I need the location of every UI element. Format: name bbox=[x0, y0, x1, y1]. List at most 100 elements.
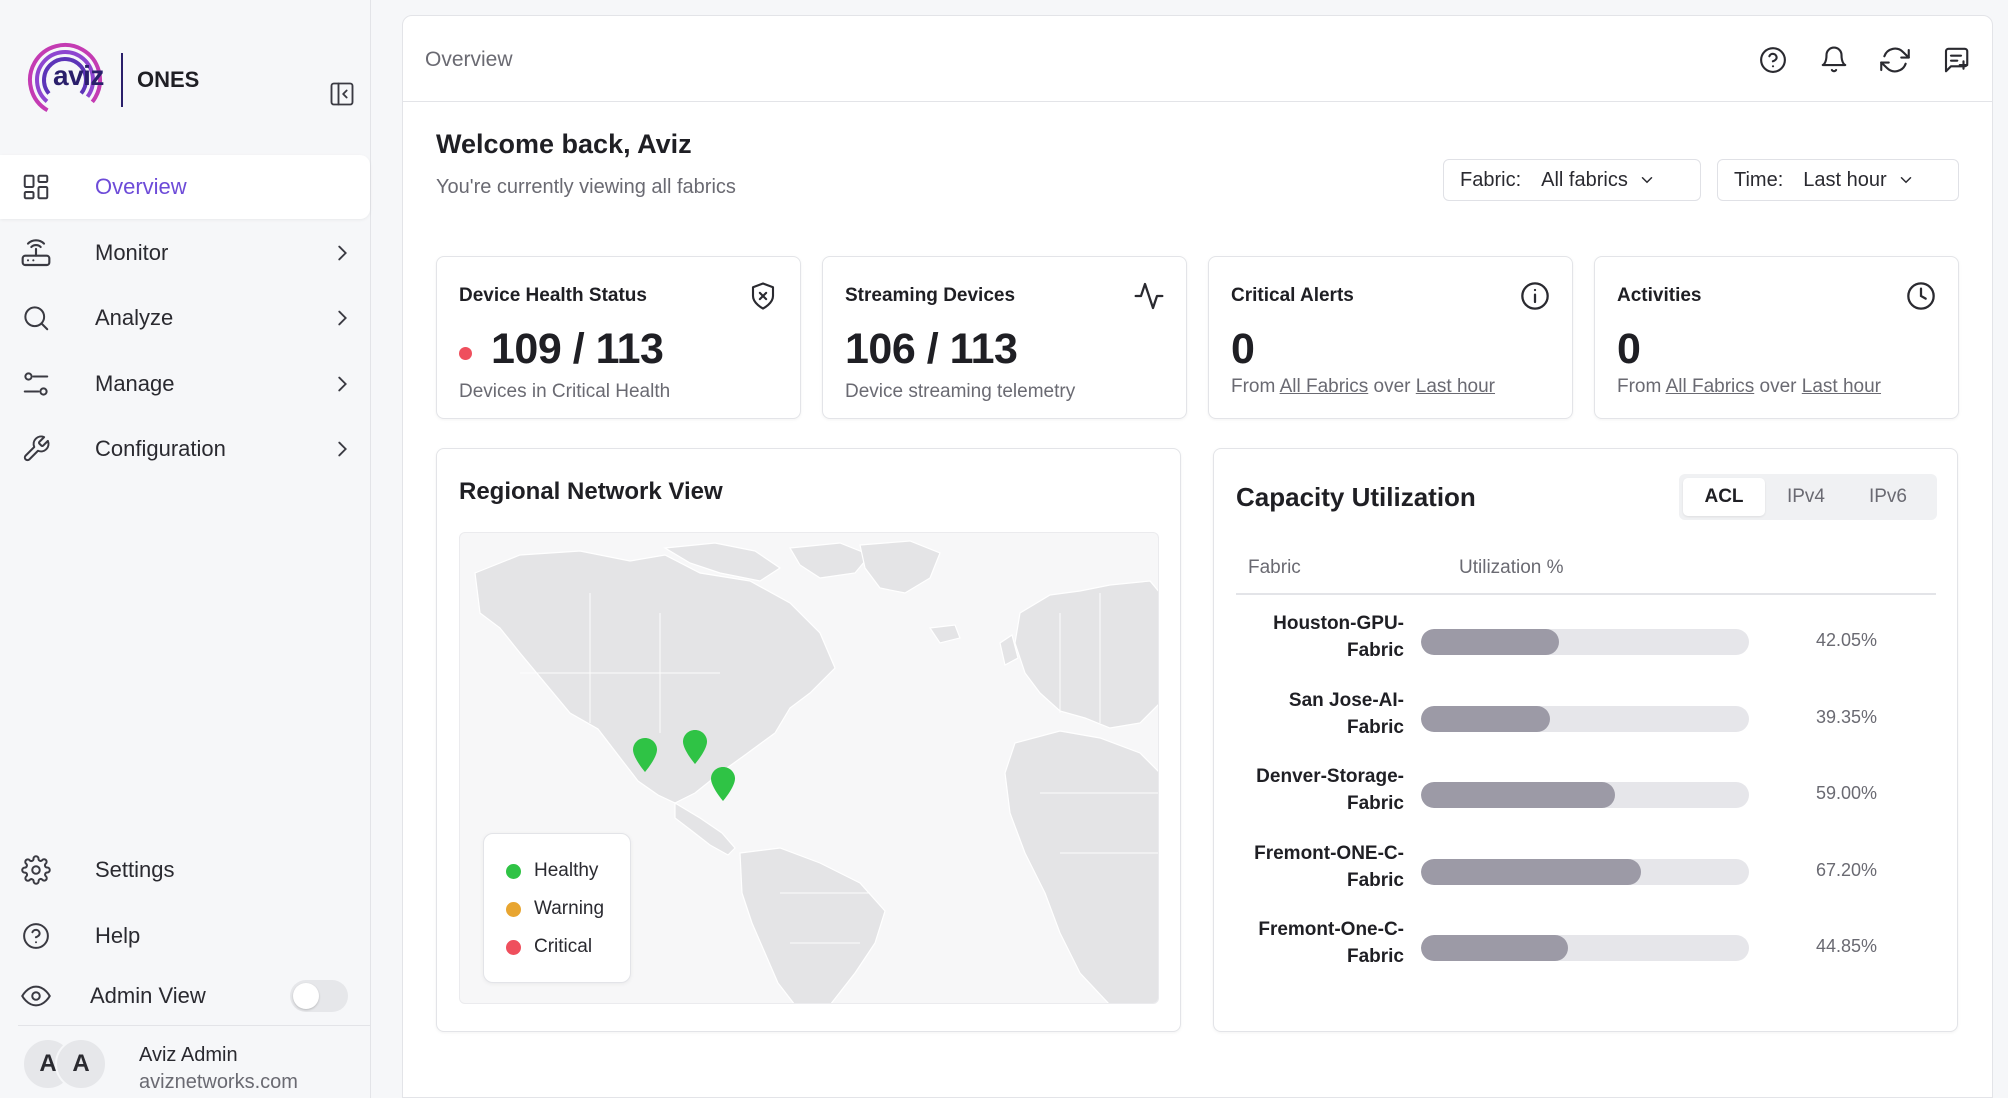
all-fabrics-link[interactable]: All Fabrics bbox=[1665, 376, 1755, 397]
utilization-bar-fill bbox=[1421, 858, 1642, 885]
sidebar-item-settings[interactable]: Settings bbox=[0, 838, 370, 902]
tab-ipv6[interactable]: IPv6 bbox=[1868, 486, 1908, 507]
table-row[interactable]: Fremont-ONE-C- Fabric 67.20% bbox=[1236, 834, 1936, 910]
legend-dot bbox=[506, 863, 521, 879]
message-plus-icon[interactable] bbox=[1938, 42, 1974, 78]
search-icon bbox=[19, 301, 53, 335]
footer-mid: over bbox=[1373, 376, 1411, 397]
avatar: A bbox=[55, 1038, 107, 1090]
user-profile[interactable]: A A Aviz Admin aviznetworks.com bbox=[0, 1032, 370, 1096]
column-header-fabric: Fabric bbox=[1248, 557, 1301, 578]
fabric-select[interactable]: Fabric: All fabrics bbox=[1443, 159, 1701, 201]
tab-acl[interactable]: ACL bbox=[1683, 478, 1765, 516]
time-select[interactable]: Time: Last hour bbox=[1717, 159, 1959, 201]
fabric-name-line: Fabric bbox=[1346, 716, 1404, 738]
chevron-down-icon bbox=[1900, 177, 1911, 184]
user-name: Aviz Admin bbox=[139, 1044, 238, 1066]
utilization-percent: 59.00% bbox=[1816, 783, 1878, 803]
legend-item-critical: Critical bbox=[506, 928, 630, 966]
utilization-bar-fill bbox=[1421, 935, 1569, 961]
stat-value: 0 bbox=[1617, 325, 1641, 373]
stat-value: 109 / 113 bbox=[491, 325, 664, 373]
chevron-right-icon bbox=[330, 437, 354, 461]
brand-divider bbox=[121, 53, 123, 107]
map-marker-healthy[interactable] bbox=[632, 737, 658, 773]
sidebar-item-monitor[interactable]: Monitor bbox=[0, 221, 370, 285]
fabric-name-line: San Jose-AI- bbox=[1288, 689, 1404, 711]
stat-title: Streaming Devices bbox=[845, 285, 1016, 306]
utilization-bar-track bbox=[1421, 629, 1749, 655]
chevron-down-icon bbox=[1641, 177, 1653, 184]
sidebar-item-label: Analyze bbox=[95, 305, 174, 330]
table-row[interactable]: Denver-Storage- Fabric 59.00% bbox=[1236, 757, 1936, 833]
map-marker-healthy[interactable] bbox=[682, 729, 708, 765]
sidebar-item-analyze[interactable]: Analyze bbox=[0, 286, 370, 350]
bell-icon[interactable] bbox=[1816, 42, 1852, 78]
fabric-name: Fremont-One-C- Fabric bbox=[1234, 916, 1404, 970]
tab-ipv4[interactable]: IPv4 bbox=[1786, 486, 1826, 507]
column-header-utilization: Utilization % bbox=[1459, 557, 1564, 578]
device-health-card[interactable]: Device Health Status 109 / 113 Devices i… bbox=[436, 256, 801, 419]
capacity-title: Capacity Utilization bbox=[1236, 482, 1476, 512]
sidebar-item-manage[interactable]: Manage bbox=[0, 352, 370, 416]
stat-footer: From All Fabrics over Last hour bbox=[1617, 376, 1881, 398]
fabric-select-label: Fabric: bbox=[1460, 168, 1522, 191]
collapse-sidebar-button[interactable] bbox=[326, 78, 358, 110]
regional-network-card: Regional Network View bbox=[436, 448, 1181, 1032]
sidebar: aviz ONES Overview Monitor bbox=[0, 0, 371, 1098]
utilization-bar-fill bbox=[1421, 629, 1559, 655]
stat-footer: Device streaming telemetry bbox=[845, 381, 1076, 402]
sidebar-item-configuration[interactable]: Configuration bbox=[0, 417, 370, 481]
help-circle-icon[interactable] bbox=[1755, 42, 1791, 78]
activities-card[interactable]: Activities 0 From All Fabrics over Last … bbox=[1594, 256, 1959, 419]
brand-logo[interactable]: aviz ONES bbox=[27, 40, 199, 120]
logo-word: aviz bbox=[53, 60, 104, 91]
legend-item-healthy: Healthy bbox=[506, 852, 630, 890]
help-circle-icon bbox=[19, 919, 53, 953]
legend-dot bbox=[506, 939, 521, 955]
gear-icon bbox=[19, 853, 53, 887]
fabric-name-line: Fabric bbox=[1346, 793, 1404, 814]
world-map[interactable]: Healthy Warning Critical bbox=[459, 532, 1159, 1004]
time-select-label: Time: bbox=[1734, 168, 1784, 191]
last-hour-link[interactable]: Last hour bbox=[1415, 376, 1496, 397]
table-row[interactable]: San Jose-AI- Fabric 39.35% bbox=[1236, 681, 1936, 757]
all-fabrics-link[interactable]: All Fabrics bbox=[1279, 376, 1369, 397]
admin-view-toggle[interactable] bbox=[290, 980, 348, 1012]
fabric-name-line: Fabric bbox=[1346, 640, 1404, 661]
map-legend: Healthy Warning Critical bbox=[483, 833, 631, 983]
page-subtitle: You're currently viewing all fabrics bbox=[436, 176, 736, 198]
streaming-devices-card[interactable]: Streaming Devices 106 / 113 Device strea… bbox=[822, 256, 1187, 419]
map-title: Regional Network View bbox=[459, 478, 723, 505]
footer-mid: over bbox=[1759, 376, 1797, 397]
admin-view-label: Admin View bbox=[90, 983, 206, 1008]
legend-label: Critical bbox=[534, 936, 593, 957]
utilization-bar-fill bbox=[1421, 782, 1615, 808]
utilization-bar-track bbox=[1421, 935, 1749, 961]
router-icon bbox=[19, 236, 53, 270]
utilization-bar-track bbox=[1421, 705, 1749, 732]
wrench-icon bbox=[19, 432, 53, 466]
fabric-select-value: All fabrics bbox=[1541, 168, 1628, 191]
last-hour-link[interactable]: Last hour bbox=[1801, 376, 1882, 397]
capacity-utilization-card: Capacity Utilization ACL IPv4 IPv6 Fabri… bbox=[1213, 448, 1958, 1032]
sidebar-item-help[interactable]: Help bbox=[0, 904, 370, 968]
fabric-name: San Jose-AI- Fabric bbox=[1234, 687, 1404, 741]
table-row[interactable]: Fremont-One-C- Fabric 44.85% bbox=[1236, 910, 1936, 986]
main-panel: Overview Welcome back, Aviz You're curre… bbox=[402, 15, 1993, 1098]
sidebar-item-overview[interactable]: Overview bbox=[0, 155, 370, 219]
map-marker-healthy[interactable] bbox=[710, 766, 736, 802]
utilization-percent: 39.35% bbox=[1816, 706, 1878, 727]
critical-alerts-card[interactable]: Critical Alerts 0 From All Fabrics over … bbox=[1208, 256, 1573, 419]
sidebar-item-label: Manage bbox=[95, 370, 175, 396]
table-row[interactable]: Houston-GPU- Fabric 42.05% bbox=[1236, 604, 1936, 680]
legend-label: Healthy bbox=[534, 860, 599, 881]
time-select-value: Last hour bbox=[1803, 168, 1887, 191]
fabric-name-line: Fabric bbox=[1346, 946, 1404, 967]
utilization-bar-track bbox=[1421, 858, 1749, 885]
sidebar-item-label: Monitor bbox=[95, 239, 169, 265]
legend-dot bbox=[506, 901, 521, 917]
refresh-icon[interactable] bbox=[1877, 42, 1913, 78]
world-map-graphic bbox=[474, 540, 1158, 1003]
utilization-bar-track bbox=[1421, 782, 1749, 808]
